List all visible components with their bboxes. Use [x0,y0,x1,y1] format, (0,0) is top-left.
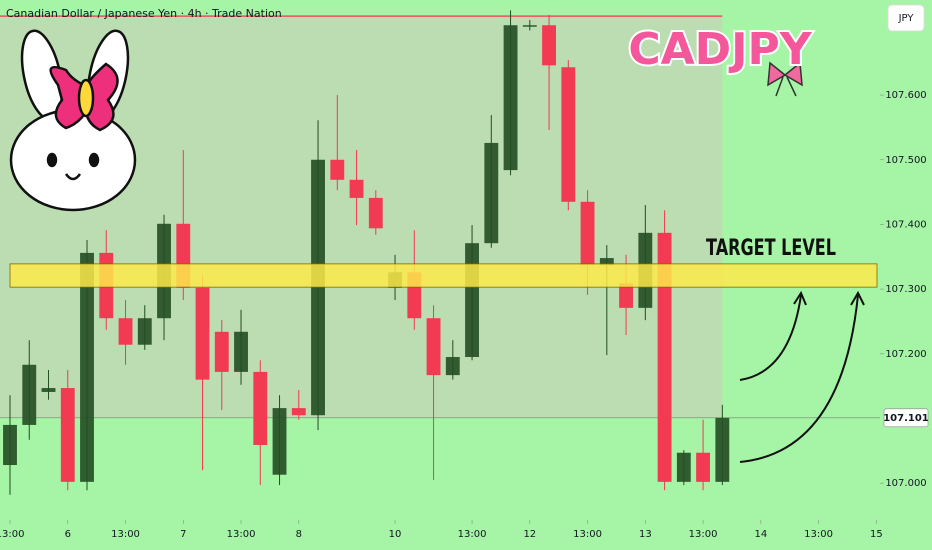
candle-body [445,357,460,376]
x-tick-label: 13 [639,529,652,540]
candle-body [291,408,306,416]
target-arrows [739,290,865,463]
overlays: 107.600 107.500 107.400 107.300 107.200 107.0… [0,90,929,540]
currency-label: JPY [898,13,915,24]
target-band [9,263,878,288]
candle-body [368,197,383,229]
y-tick-label: 107.600 [885,90,926,101]
candle-body [580,201,595,266]
target-label: TARGET LEVEL [706,236,836,261]
candle-body [522,25,537,27]
candle-body [41,388,56,392]
candle-body [561,67,576,202]
x-tick-label: 13:00 [227,529,256,540]
candle-body [542,25,556,66]
logo-bow [767,61,803,97]
candle-body [715,417,730,482]
candle-body [3,424,17,466]
candle-body [465,243,479,358]
candle-body [484,142,499,244]
x-tick-label: 7 [180,529,186,540]
last-price-box [883,408,929,428]
x-tick-label: 10 [389,529,402,540]
x-tick-label: 15 [870,529,883,540]
candle-body [426,318,441,376]
x-tick-label: 13:00 [458,529,487,540]
x-tick-label: 13:00 [111,529,140,540]
candle-body [234,331,248,372]
candle-body [272,408,287,475]
y-tick-label: 107.000 [885,478,926,489]
x-tick-label: 13:00 [0,529,24,540]
candle-body [349,179,364,198]
y-tick-label: 107.300 [885,284,926,295]
candle-body [214,331,229,372]
currency-button[interactable] [887,4,925,32]
candle-body [253,371,268,445]
candle-body [80,252,94,482]
chart-title: Canadian Dollar / Japanese Yen · 4h · Tr… [6,7,282,20]
x-tick-label: 6 [65,529,71,540]
candle-body [118,318,133,345]
candle-body [60,388,75,482]
x-tick-label: 13:00 [804,529,833,540]
y-tick-label: 107.500 [885,155,926,166]
candle-body [619,283,633,308]
y-tick-label: 107.200 [885,349,926,360]
candle-body [22,364,37,425]
candle-body [137,318,152,345]
candle-body [330,159,345,180]
y-tick-label: 107.400 [885,219,926,230]
candle-body [676,452,691,482]
candle-body [195,287,210,380]
bunny-logo [9,29,137,212]
symbol-logo: CADJPY [628,24,812,75]
candle-body [696,452,711,482]
x-tick-label: 8 [296,529,302,540]
x-tick-label: 13:00 [573,529,602,540]
x-tick-label: 12 [523,529,536,540]
candles [3,10,730,495]
x-tick-label: 14 [754,529,767,540]
candle-body [503,25,518,171]
candle-body [599,258,614,266]
x-tick-label: 13:00 [689,529,718,540]
last-price-label: 107.101 [883,413,929,424]
candle-body [657,232,672,482]
